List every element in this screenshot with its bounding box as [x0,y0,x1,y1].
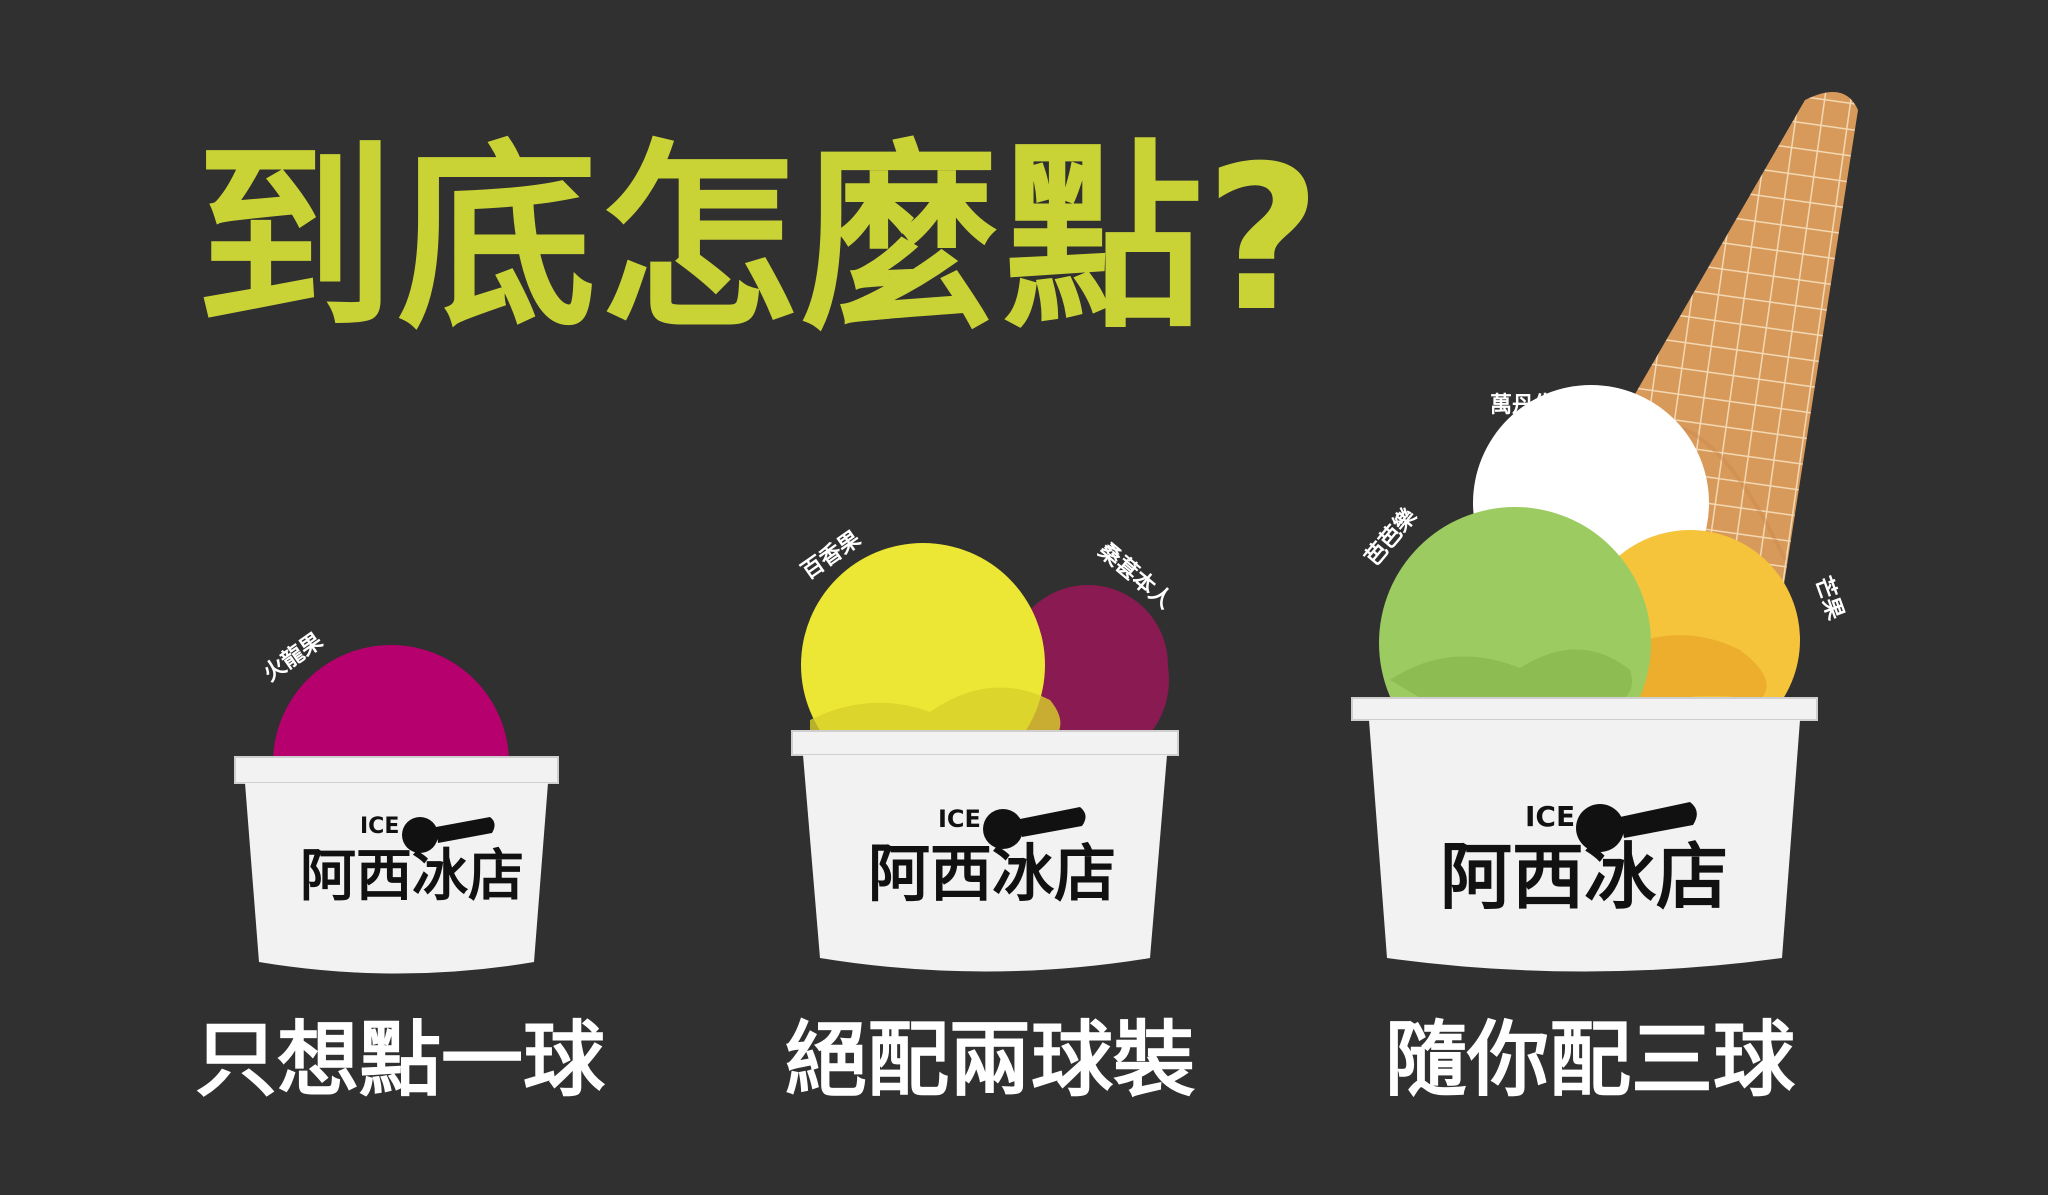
cup-rim [234,756,559,784]
triple-scoop-cup: 萬丹生乳 芭芭樂 芒果 ICE 阿西冰店 [1351,385,1849,972]
brand-ice-text: ICE [1525,800,1575,833]
brand-name-text: 阿西冰店 [1440,834,1728,919]
flavor-label-raw-milk: 萬丹生乳 [1490,392,1578,418]
brand-logo: ICE 阿西冰店 [300,814,524,909]
flavor-label-mango: 芒果 [1809,573,1848,623]
scoop-tool-icon [983,809,1023,849]
caption-three-scoops: 隨你配三球 [1384,1013,1795,1108]
brand-name-text: 阿西冰店 [300,843,524,909]
brand-logo: ICE 阿西冰店 [1440,800,1728,919]
scoop-tool-icon [1576,804,1624,852]
page-title: 到底怎麼點? [195,123,1324,356]
caption-one-scoop: 只想點一球 [194,1013,605,1108]
brand-ice-text: ICE [360,814,399,839]
single-scoop-cup: 火龍果 ICE 阿西冰店 [234,628,559,974]
double-scoop-cup: 百香果 桑葚本人 ICE 阿西冰店 [791,527,1179,972]
brand-logo: ICE 阿西冰店 [868,805,1116,910]
cup-rim [791,730,1179,756]
scoop-tool-icon [402,817,438,853]
brand-name-text: 阿西冰店 [868,837,1116,910]
caption-two-scoops: 絕配兩球裝 [784,1013,1195,1108]
cup-rim [1351,697,1818,721]
brand-ice-text: ICE [938,805,981,833]
